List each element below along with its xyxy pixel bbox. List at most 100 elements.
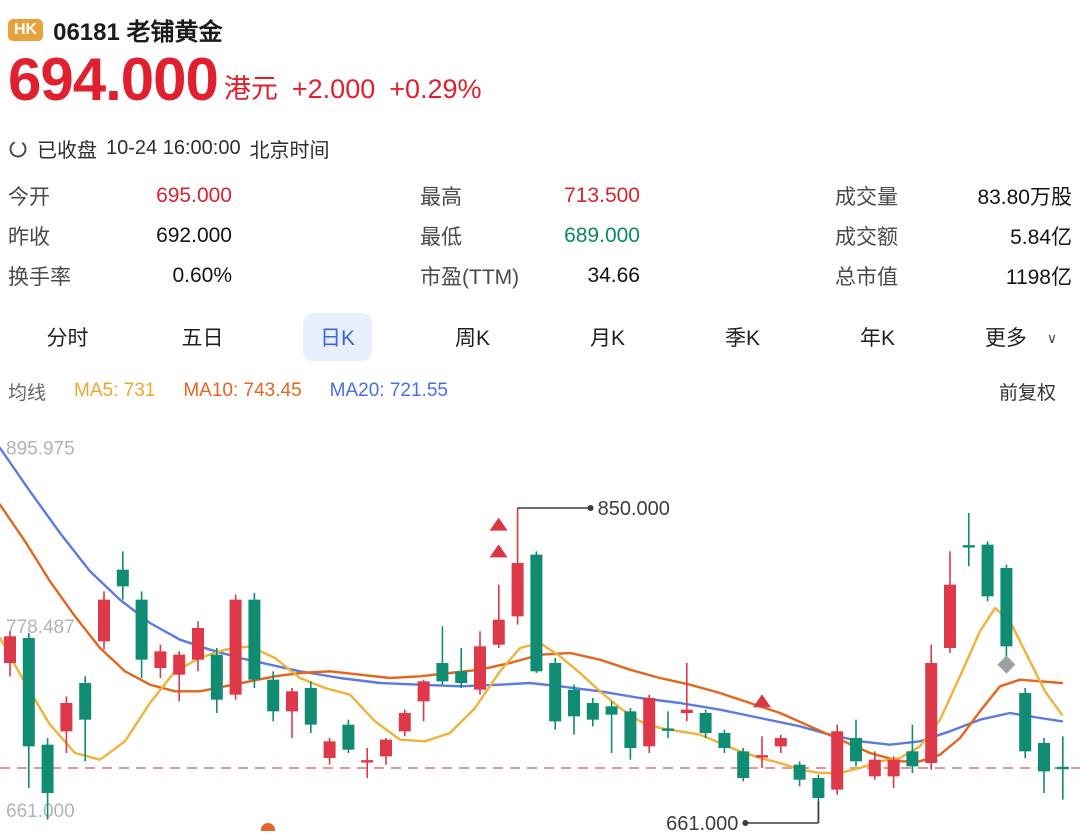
y-axis-label: 778.487: [6, 617, 75, 638]
ma20-line: [0, 446, 1064, 746]
stats-col-2: 最高 713.500 最低 689.000 市盈(TTM) 34.66: [420, 176, 640, 296]
stat-row: 成交额 5.84亿: [835, 216, 1072, 256]
event-dot-icon: [261, 823, 275, 836]
stat-value: 83.80万股: [977, 186, 1072, 209]
refresh-icon[interactable]: [8, 139, 28, 159]
candle-body[interactable]: [229, 599, 242, 695]
candle-body[interactable]: [774, 738, 787, 747]
stat-row: 成交量 83.80万股: [835, 176, 1072, 216]
price-change: +2.000: [291, 74, 376, 104]
stat-label: 昨收: [8, 226, 50, 249]
candle-body[interactable]: [173, 654, 186, 675]
period-tab-月K[interactable]: 月K: [589, 327, 625, 350]
candle-body[interactable]: [624, 711, 637, 748]
candlestick-chart[interactable]: 895.975 778.487 661.000 850.000 661.000: [0, 420, 1080, 836]
candle-body[interactable]: [793, 764, 806, 780]
candle-body[interactable]: [22, 638, 35, 747]
candle-body[interactable]: [286, 691, 298, 712]
triangle-up-marker-icon: [489, 544, 508, 558]
candle-body[interactable]: [925, 663, 938, 763]
candle-body[interactable]: [135, 599, 148, 660]
stat-row: 昨收 692.000: [8, 216, 232, 256]
candle-body[interactable]: [699, 713, 712, 733]
candle-body[interactable]: [436, 663, 449, 682]
candle-body[interactable]: [586, 703, 599, 720]
stat-label: 最低: [420, 226, 462, 249]
candle-body[interactable]: [737, 751, 750, 778]
candle-body[interactable]: [906, 751, 919, 767]
stat-row: 最低 689.000: [420, 216, 640, 256]
candle-body[interactable]: [267, 679, 280, 712]
stat-label: 市盈(TTM): [420, 266, 520, 289]
candle-body[interactable]: [718, 733, 731, 748]
stat-label: 总市值: [835, 266, 898, 289]
candle-body[interactable]: [530, 554, 543, 672]
high-annotation-dot: [587, 505, 594, 511]
ma5-line: [0, 606, 1064, 775]
candle-body[interactable]: [812, 778, 825, 798]
timezone-label: 北京时间: [249, 140, 330, 162]
candle-body[interactable]: [342, 724, 355, 750]
candle-body[interactable]: [304, 688, 317, 725]
chart-area: 895.975 778.487 661.000 850.000 661.000: [0, 420, 1080, 836]
y-axis-label: 895.975: [6, 438, 75, 459]
period-tab-季K[interactable]: 季K: [724, 327, 760, 350]
stat-label: 成交量: [835, 186, 898, 209]
candle-body[interactable]: [210, 654, 223, 700]
candle-body[interactable]: [680, 709, 693, 713]
candle-body[interactable]: [887, 759, 900, 777]
ma-legend-items: MA5: 731 MA10: 743.45 MA20: 721.55: [46, 380, 448, 402]
low-annotation-label: 661.000: [666, 813, 738, 831]
stat-value: 1198亿: [1005, 266, 1072, 289]
stat-row: 换手率 0.60%: [8, 256, 232, 296]
candle-body[interactable]: [981, 544, 994, 597]
candle-body[interactable]: [4, 636, 16, 663]
candle-body[interactable]: [192, 628, 204, 660]
candle-body[interactable]: [116, 569, 129, 587]
adjust-mode-toggle[interactable]: 前复权: [998, 382, 1056, 404]
candle-body[interactable]: [98, 599, 110, 642]
candle-body[interactable]: [248, 599, 261, 680]
candle-body[interactable]: [944, 584, 956, 648]
candle-body[interactable]: [643, 698, 656, 747]
stat-label: 今开: [8, 186, 50, 209]
candle-body[interactable]: [417, 681, 430, 702]
header: HK 06181 老铺黄金: [8, 12, 223, 47]
candle-body[interactable]: [41, 744, 54, 793]
period-tab-年K[interactable]: 年K: [859, 327, 895, 350]
stat-value: 695.000: [156, 184, 232, 207]
candle-body[interactable]: [511, 563, 524, 617]
market-status-row: 已收盘 10-24 16:00:00 北京时间: [8, 134, 330, 163]
candle-body[interactable]: [868, 759, 881, 777]
diamond-marker-icon: [997, 655, 1016, 674]
candle-body[interactable]: [568, 689, 580, 717]
candle-body[interactable]: [380, 739, 392, 757]
candle-body[interactable]: [1019, 693, 1032, 752]
stat-row: 总市值 1198亿: [835, 256, 1072, 296]
candle-body[interactable]: [323, 741, 336, 758]
candle-body[interactable]: [398, 713, 411, 732]
candle-body[interactable]: [79, 683, 92, 720]
period-tab-五日[interactable]: 五日: [181, 327, 224, 350]
candle-body[interactable]: [1000, 568, 1013, 647]
stat-label: 换手率: [8, 266, 71, 289]
low-annotation-dot: [742, 820, 749, 826]
period-tab-更多[interactable]: 更多 ∨: [984, 327, 1058, 350]
period-tab-分时[interactable]: 分时: [46, 327, 89, 350]
stat-value: 713.500: [564, 184, 640, 207]
high-annotation-label: 850.000: [598, 498, 670, 520]
candle-body[interactable]: [492, 619, 505, 645]
candle-body[interactable]: [831, 731, 844, 790]
candle-body[interactable]: [474, 646, 486, 690]
candle-body[interactable]: [549, 663, 562, 722]
candle-body[interactable]: [850, 738, 862, 762]
candle-body[interactable]: [605, 706, 618, 715]
candle-body[interactable]: [455, 671, 468, 683]
period-tab-日K[interactable]: 日K: [270, 312, 405, 362]
candle-body[interactable]: [154, 651, 167, 668]
candle-body[interactable]: [1038, 743, 1050, 772]
candle-body[interactable]: [60, 703, 73, 732]
quote-price-row: 694.000 港元 +2.000 +0.29%: [8, 50, 482, 110]
period-tab-周K[interactable]: 周K: [454, 327, 490, 350]
stat-value: 0.60%: [172, 264, 232, 287]
